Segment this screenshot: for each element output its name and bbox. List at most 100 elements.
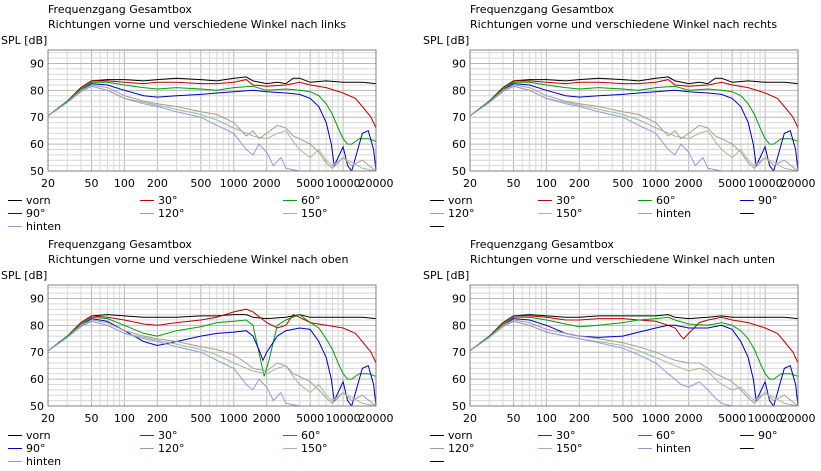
x-tick-label: 2000 [675, 412, 703, 425]
x-tick-label: 10000 [748, 177, 783, 190]
legend-swatch [740, 435, 754, 436]
legend-label: vorn [26, 429, 51, 442]
y-axis-label: SPL [dB] [423, 269, 470, 282]
x-tick-label: 100 [114, 177, 135, 190]
y-tick-label: 80 [452, 84, 466, 97]
legend-swatch [430, 461, 444, 462]
x-tick-label: 20 [463, 412, 477, 425]
legend-swatch [283, 200, 297, 201]
legend-label: 150° [556, 207, 583, 220]
y-tick-label: 70 [452, 111, 466, 124]
y-tick-label: 80 [30, 319, 44, 332]
plot-frame [469, 49, 799, 172]
x-tick-label: 1000 [220, 412, 248, 425]
y-tick-label: 60 [452, 373, 466, 386]
legend-swatch [8, 226, 22, 227]
series-line-hinten [470, 85, 722, 171]
y-tick-label: 70 [452, 346, 466, 359]
y-tick-label: 50 [30, 400, 44, 413]
series-line-120deg [48, 319, 376, 406]
x-tick-label: 20000 [781, 412, 816, 425]
legend-label: vorn [448, 194, 473, 207]
x-tick-label: 200 [569, 412, 590, 425]
x-tick-label: 500 [190, 412, 211, 425]
plot-area [470, 50, 798, 171]
chart-title: Frequenzgang Gesamtbox [48, 238, 192, 251]
legend-swatch [8, 448, 22, 449]
plot-frame [47, 284, 377, 407]
legend-label: vorn [448, 429, 473, 442]
y-tick-label: 70 [30, 346, 44, 359]
legend-swatch [638, 200, 652, 201]
chart-panel-left: Frequenzgang Gesamtbox Richtungen vorne … [0, 0, 410, 235]
y-tick-label: 90 [452, 292, 466, 305]
x-tick-label: 1000 [642, 412, 670, 425]
x-tick-label: 50 [85, 177, 99, 190]
plot-area [48, 285, 376, 406]
y-tick-label: 90 [452, 57, 466, 70]
legend-swatch [430, 448, 444, 449]
series-line-vorn [470, 314, 798, 352]
legend-swatch [740, 213, 754, 214]
y-tick-label: 70 [30, 111, 44, 124]
legend-swatch [430, 435, 444, 436]
y-axis-label: SPL [dB] [1, 269, 48, 282]
legend-label: vorn [26, 194, 51, 207]
legend-label: hinten [656, 442, 692, 455]
chart-subtitle: Richtungen vorne und verschiedene Winkel… [48, 253, 349, 266]
x-tick-label: 2000 [675, 177, 703, 190]
series-line-30deg [470, 79, 798, 129]
x-tick-label: 5000 [296, 412, 324, 425]
legend-label: 90° [758, 194, 778, 207]
series-line-hinten [48, 85, 300, 171]
y-tick-label: 60 [30, 138, 44, 151]
legend-label: 150° [301, 207, 328, 220]
legend-swatch [8, 435, 22, 436]
legend-swatch [140, 200, 154, 201]
x-tick-label: 100 [114, 412, 135, 425]
x-tick-label: 5000 [296, 177, 324, 190]
legend-label: 120° [448, 207, 475, 220]
series-line-vorn [48, 314, 376, 352]
legend-label: 120° [448, 442, 475, 455]
series-line-60deg [470, 81, 798, 145]
series-line-60deg [470, 316, 798, 380]
x-tick-label: 50 [507, 412, 521, 425]
grid [48, 50, 376, 171]
plot-frame [469, 284, 799, 407]
legend-label: 30° [556, 429, 576, 442]
legend-swatch [140, 213, 154, 214]
y-axis-label: SPL [dB] [1, 34, 48, 47]
legend-label: 60° [301, 429, 321, 442]
x-tick-label: 2000 [253, 412, 281, 425]
legend-swatch [740, 200, 754, 201]
legend-swatch [638, 435, 652, 436]
legend-swatch [140, 435, 154, 436]
legend-swatch [8, 461, 22, 462]
legend-label: 120° [158, 442, 185, 455]
y-axis-label: SPL [dB] [423, 34, 470, 47]
y-tick-label: 90 [30, 57, 44, 70]
x-tick-label: 5000 [718, 177, 746, 190]
y-tick-label: 60 [452, 138, 466, 151]
legend-label: 30° [158, 194, 178, 207]
series-line-vorn [470, 76, 798, 117]
plot-frame [47, 49, 377, 172]
legend-swatch [8, 213, 22, 214]
x-tick-label: 1000 [220, 177, 248, 190]
y-tick-label: 50 [452, 400, 466, 413]
legend-label: hinten [656, 207, 692, 220]
legend-swatch [538, 213, 552, 214]
grid [470, 285, 798, 406]
plot-area [48, 50, 376, 171]
legend-swatch [430, 213, 444, 214]
x-tick-label: 5000 [718, 412, 746, 425]
legend-label: 60° [301, 194, 321, 207]
series-line-90deg [48, 83, 376, 171]
series-line-30deg [48, 308, 376, 364]
x-tick-label: 20000 [359, 412, 394, 425]
